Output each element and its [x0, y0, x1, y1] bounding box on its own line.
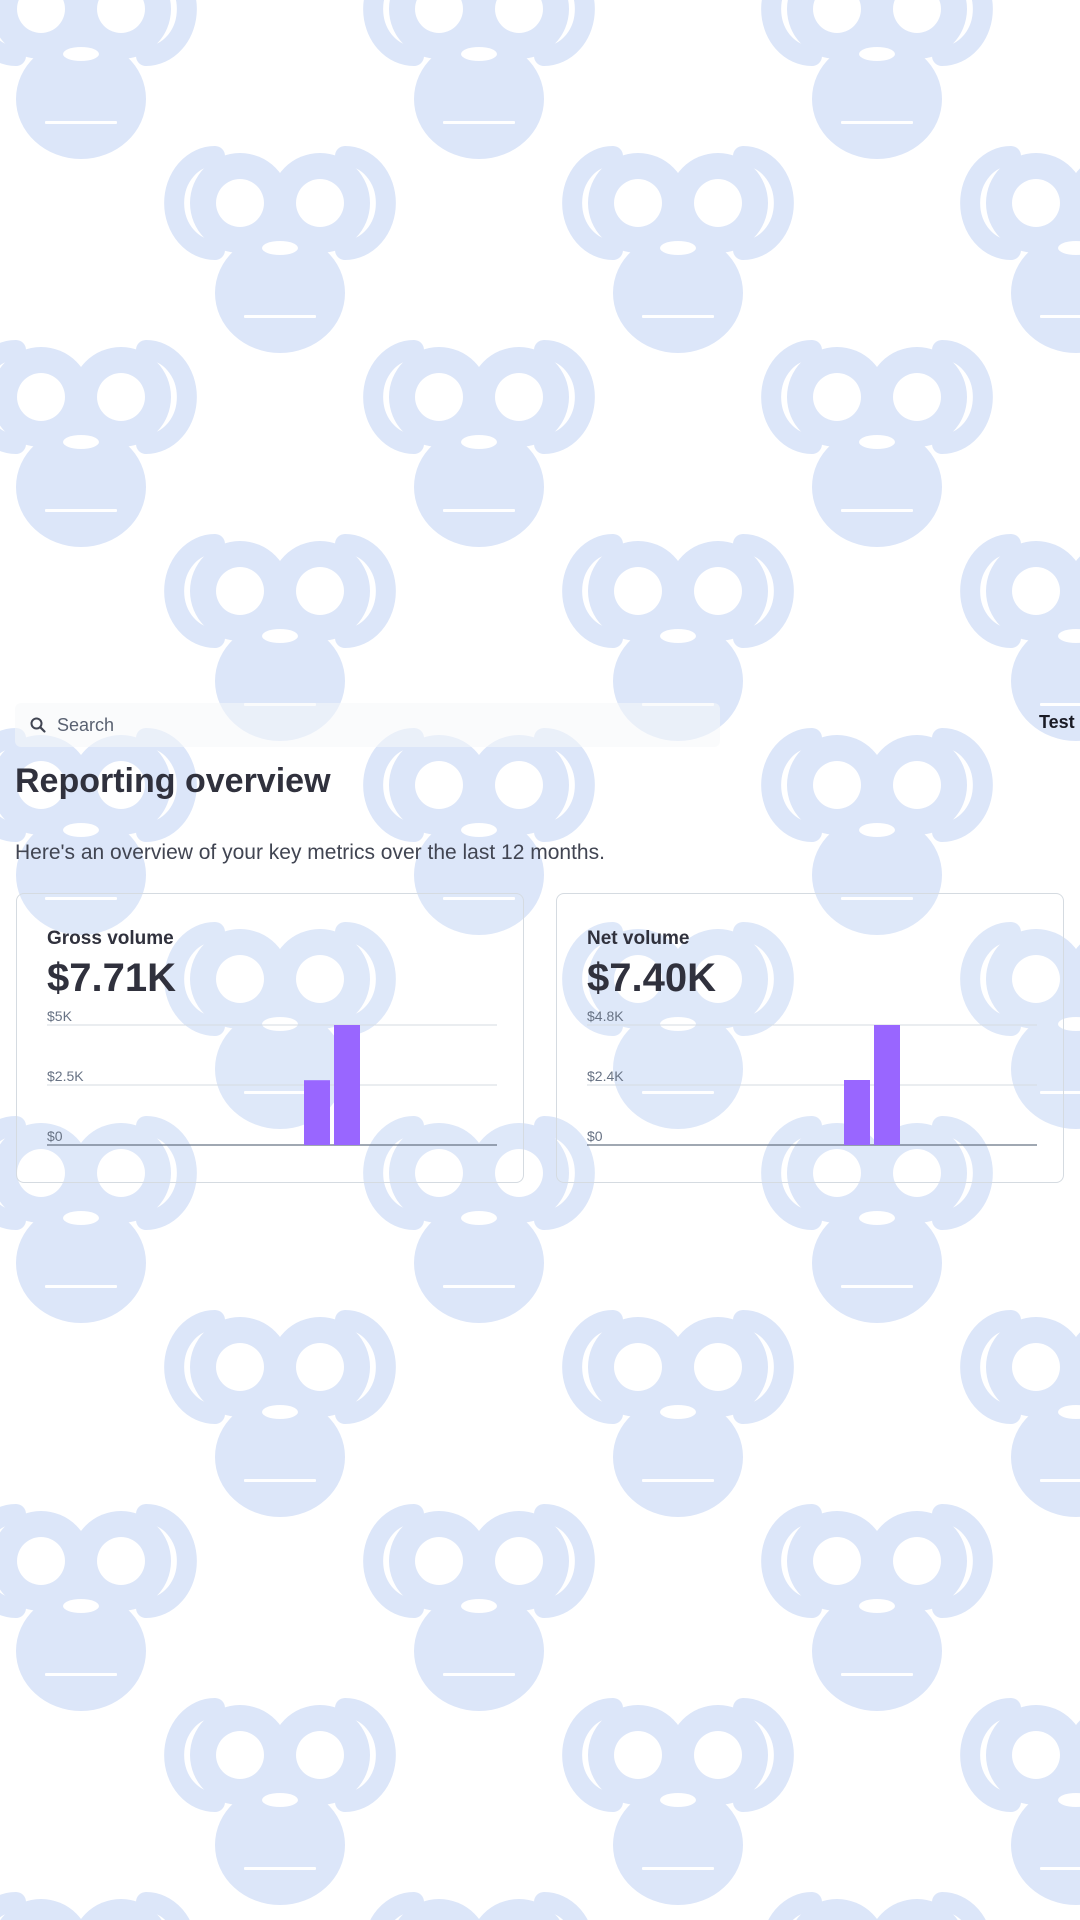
chart-bar[interactable]: [304, 1080, 330, 1145]
card-label: Net volume: [587, 928, 690, 949]
gross-volume-chart: $0 $2.5K $5K: [47, 1008, 497, 1146]
chart-bar[interactable]: [334, 1025, 360, 1145]
net-volume-chart: $0 $2.4K $4.8K: [587, 1008, 1037, 1146]
page-title: Reporting overview: [15, 762, 331, 800]
gross-volume-card[interactable]: Gross volume $7.71K $0 $2.5K $5K: [16, 893, 524, 1183]
net-volume-card[interactable]: Net volume $7.40K $0 $2.4K $4.8K: [556, 893, 1064, 1183]
y-tick-label: $0: [587, 1128, 603, 1144]
y-tick-label: $5K: [47, 1008, 73, 1024]
page-subtitle: Here's an overview of your key metrics o…: [15, 841, 605, 864]
chart-bar[interactable]: [844, 1080, 870, 1145]
y-tick-label: $4.8K: [587, 1008, 624, 1024]
card-label: Gross volume: [47, 928, 174, 949]
y-tick-label: $2.4K: [587, 1068, 624, 1084]
search-icon: [30, 717, 46, 733]
y-tick-label: $2.5K: [47, 1068, 84, 1084]
card-value: $7.71K: [47, 956, 176, 1000]
search-input[interactable]: [55, 703, 697, 747]
card-value: $7.40K: [587, 956, 716, 1000]
y-tick-label: $0: [47, 1128, 63, 1144]
chart-bar[interactable]: [874, 1025, 900, 1145]
search-bar[interactable]: [15, 703, 720, 747]
test-mode-label[interactable]: Test mode: [1039, 712, 1080, 732]
